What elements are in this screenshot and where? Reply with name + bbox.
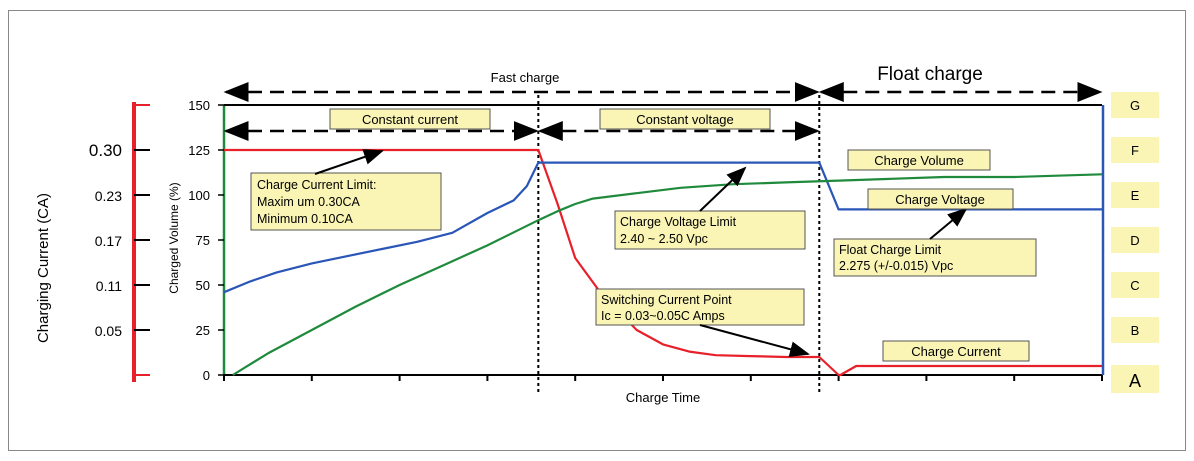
series-line-charge-voltage (223, 161, 1102, 294)
current-limit-pointer (314, 149, 384, 175)
switching-point-line-1: Switching Current Point (601, 293, 732, 307)
voltage-tick-label-1: B (1131, 323, 1140, 338)
volume-axis-label: Charged Volume (%) (167, 182, 181, 293)
voltage-tick-label-4: E (1131, 188, 1140, 203)
current-limit-line-1: Charge Current Limit: (257, 178, 377, 192)
charge-voltage-label: Charge Voltage (895, 192, 985, 207)
current-axis-ticks: 0.30 0.23 0.17 0.11 0.05 (89, 104, 150, 376)
current-limit-line-2: Maxim um 0.30CA (257, 195, 360, 209)
float-limit-line-2: 2.275 (+/-0.015) Vpc (839, 259, 953, 273)
voltage-tick-label-3: D (1130, 233, 1139, 248)
voltage-tick-label-2: C (1130, 278, 1139, 293)
volume-tick-label-1: 25 (196, 323, 210, 338)
volume-tick-label-2: 50 (196, 278, 210, 293)
voltage-tick-label-6: G (1130, 98, 1140, 113)
voltage-tick-box-0 (1111, 365, 1159, 393)
voltage-tick-box-1 (1111, 317, 1159, 343)
float-limit-line-1: Float Charge Limit (839, 243, 942, 257)
current-tick-label-1: 0.23 (95, 188, 122, 204)
constant-voltage-label: Constant voltage (636, 112, 734, 127)
fast-charge-label: Fast charge (491, 70, 560, 85)
charge-current-label: Charge Current (911, 344, 1001, 359)
series-line-charge-current (224, 148, 1102, 377)
volume-tick-label-5: 125 (188, 143, 210, 158)
voltage-limit-line-2: 2.40 ~ 2.50 Vpc (620, 232, 708, 246)
x-axis-label: Charge Time (626, 390, 700, 405)
voltage-tick-box-2 (1111, 272, 1159, 298)
switching-point-pointer (699, 324, 810, 358)
constant-current-label: Constant current (362, 112, 458, 127)
constant-current-box (329, 108, 491, 130)
voltage-tick-box-6 (1111, 92, 1159, 118)
charge-volume-label-box (847, 149, 991, 171)
current-limit-box (250, 172, 442, 231)
voltage-tick-box-5 (1111, 137, 1159, 163)
charge-voltage-label-box (867, 188, 1014, 210)
series-line-charge-volume (232, 173, 1103, 376)
voltage-tick-box-4 (1111, 182, 1159, 208)
voltage-tick-box-3 (1111, 227, 1159, 253)
volume-tick-label-3: 75 (196, 233, 210, 248)
current-axis-label: Charging Current (CA) (35, 193, 52, 343)
charge-volume-label: Charge Volume (874, 153, 964, 168)
volume-axis-ticks: 0 25 50 75 100 125 150 (188, 98, 224, 383)
current-limit-line-3: Minimum 0.10CA (257, 212, 354, 226)
current-tick-label-2: 0.17 (95, 233, 122, 249)
current-tick-label-4: 0.05 (95, 323, 122, 339)
charge-current-label-box (882, 340, 1030, 362)
current-tick-label-0: 0.30 (89, 141, 122, 160)
constant-voltage-box (599, 108, 771, 130)
switching-point-line-2: Ic = 0.03~0.05C Amps (601, 309, 725, 323)
volume-tick-label-6: 150 (188, 98, 210, 113)
switching-point-box (595, 288, 805, 326)
voltage-axis-ticks: A B C D E F G (1111, 92, 1159, 393)
volume-tick-label-0: 0 (203, 368, 210, 383)
series-group (223, 148, 1103, 377)
voltage-tick-label-0: A (1129, 371, 1141, 391)
volume-tick-label-4: 100 (188, 188, 210, 203)
voltage-limit-box (614, 210, 806, 250)
float-charge-label: Float charge (877, 64, 983, 85)
voltage-limit-line-1: Charge Voltage Limit (620, 215, 737, 229)
float-limit-pointer (929, 207, 968, 240)
current-tick-label-3: 0.11 (96, 278, 122, 294)
voltage-tick-label-5: F (1131, 143, 1139, 158)
float-limit-box (833, 238, 1037, 277)
voltage-limit-pointer (699, 166, 747, 212)
